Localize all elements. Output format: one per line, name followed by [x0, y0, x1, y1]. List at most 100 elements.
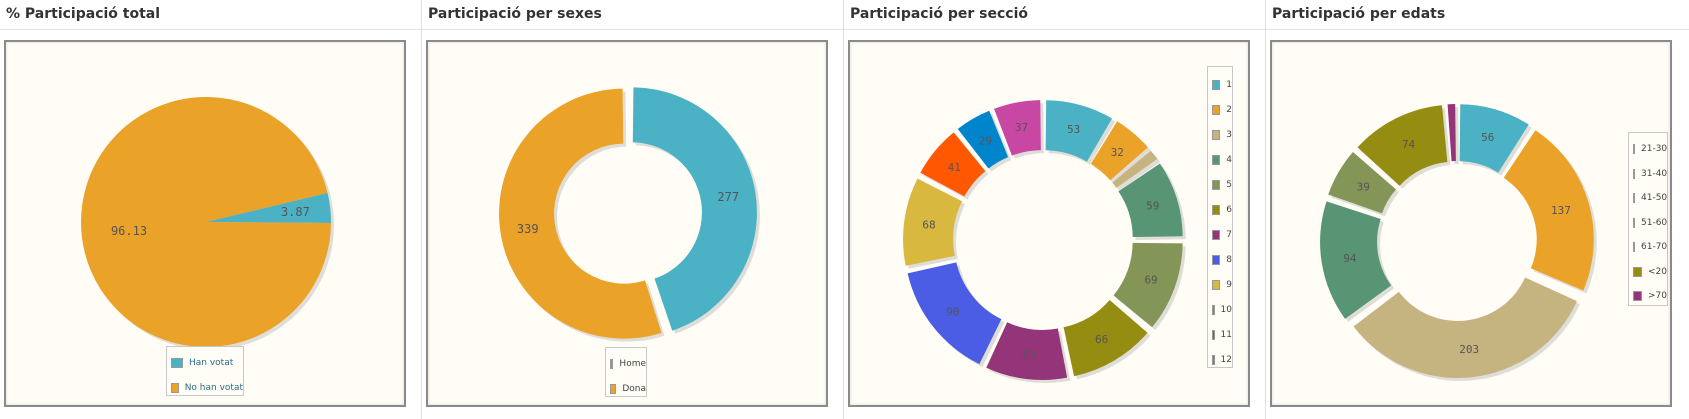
legend-label: 61-70 [1641, 242, 1668, 253]
slice-5[interactable] [1113, 242, 1183, 328]
legend-swatch [1212, 179, 1221, 190]
data-label: 277 [717, 190, 739, 204]
legend-swatch [1212, 104, 1221, 115]
legend-swatch [1212, 129, 1221, 140]
data-label: 63 [1022, 348, 1035, 361]
data-label: 94 [1343, 252, 1357, 265]
slice-dona[interactable] [499, 88, 662, 339]
data-label: 69 [1144, 273, 1157, 286]
legend-swatch [171, 357, 183, 368]
legend-item: 2 [1208, 97, 1232, 122]
legend-swatch [1633, 266, 1642, 277]
legend-label: 12 [1220, 354, 1232, 365]
legend-item: 61-70 [1629, 235, 1667, 260]
legend-item: 51-60 [1629, 211, 1667, 236]
legend-label: 5 [1226, 179, 1232, 190]
legend-item: 6 [1208, 197, 1232, 222]
slice-1[interactable] [1045, 100, 1113, 162]
legend-label: 21-30 [1641, 144, 1668, 155]
slice-21-30[interactable] [1459, 104, 1529, 173]
data-label: 29 [979, 134, 992, 147]
legend-label: 41-50 [1641, 193, 1668, 204]
legend-item: 4 [1208, 147, 1232, 172]
legend-swatch [610, 383, 617, 394]
legend-label: <20 [1648, 266, 1667, 277]
slice-labels: 277 339 [517, 190, 739, 236]
slice-11[interactable] [957, 110, 1009, 169]
legend-label: 3 [1226, 129, 1232, 140]
legend-swatch [1633, 291, 1642, 302]
legend-item: Han votat [167, 350, 243, 375]
slice-home[interactable] [632, 87, 757, 331]
legend-swatch [610, 358, 614, 369]
legend-swatch [1212, 154, 1221, 165]
legend-label: Dona [622, 383, 646, 394]
chart-box-edats: 56 137 203 94 39 74 21-30 31-40 41-50 51-60 61-70… [1270, 40, 1672, 407]
legend-item: 5 [1208, 172, 1232, 197]
legend-item: 3 [1208, 122, 1232, 147]
slice-9[interactable] [903, 178, 963, 266]
slice-51-60[interactable] [1320, 201, 1392, 319]
legend-label: 11 [1220, 329, 1232, 340]
panel-edats: Participació per edats 56 137 203 94 39 74 21… [1266, 0, 1689, 419]
data-label: 96.13 [111, 224, 147, 238]
slices [903, 100, 1183, 380]
legend-item: 10 [1208, 297, 1232, 322]
legend-item: 41-50 [1629, 186, 1667, 211]
slice-10[interactable] [920, 132, 986, 197]
legend-label: Home [619, 358, 646, 369]
panel-title: Participació per edats [1272, 6, 1446, 22]
legend-sexes: Home Dona [605, 347, 647, 397]
slice-4[interactable] [1118, 163, 1183, 237]
slice-no-han-votat[interactable] [81, 97, 331, 348]
legend-item: 21-30 [1629, 137, 1667, 162]
title-divider [844, 29, 1265, 30]
panel-title: Participació per secció [850, 6, 1029, 22]
legend-label: 4 [1226, 154, 1232, 165]
chart-box-seccio: 53 32 59 69 66 63 90 68 41 29 37 1 2 3 4 5 6 7 8 9 10 11 12 [848, 40, 1250, 407]
legend-label: 2 [1226, 104, 1232, 115]
data-label: 137 [1551, 204, 1571, 217]
slice--70[interactable] [1447, 104, 1456, 162]
chart-box-sexes: 277 339 Home Dona [426, 40, 828, 407]
slice-41-50[interactable] [1353, 277, 1577, 378]
legend-item: 11 [1208, 322, 1232, 347]
slice-31-40[interactable] [1503, 130, 1594, 291]
legend-label: 7 [1226, 229, 1232, 240]
legend-edats: 21-30 31-40 41-50 51-60 61-70 <20 >70 [1628, 132, 1668, 306]
legend-swatch [1212, 304, 1215, 315]
legend-label: 6 [1226, 204, 1232, 215]
legend-swatch [1212, 204, 1221, 215]
data-label: 203 [1459, 343, 1479, 356]
legend-swatch [1212, 329, 1215, 340]
slice-3[interactable] [1112, 150, 1158, 188]
legend-label: 8 [1226, 254, 1232, 265]
legend-seccio: 1 2 3 4 5 6 7 8 9 10 11 12 [1207, 66, 1233, 368]
slice-7[interactable] [986, 322, 1068, 380]
title-divider [0, 29, 421, 30]
data-label: 3.87 [281, 205, 310, 219]
slice-8[interactable] [907, 262, 1002, 365]
panel-title: Participació per sexes [428, 6, 602, 22]
slice--20[interactable] [1357, 105, 1448, 186]
slice-12[interactable] [994, 100, 1041, 156]
legend-swatch [1212, 354, 1215, 365]
legend-label: >70 [1648, 291, 1667, 302]
legend-item: 1 [1208, 72, 1232, 97]
title-divider [1266, 29, 1689, 30]
legend-swatch [1633, 168, 1635, 179]
slice-2[interactable] [1090, 121, 1148, 181]
legend-label: 1 [1226, 79, 1232, 90]
slice-61-70[interactable] [1328, 152, 1396, 214]
data-label: 90 [946, 305, 959, 318]
legend-item: 7 [1208, 222, 1232, 247]
slice-labels: 53 32 59 69 66 63 90 68 41 29 37 [922, 121, 1159, 361]
legend-item: Dona [606, 376, 646, 401]
slices [499, 87, 757, 339]
chart-sexes-svg: 277 339 [499, 87, 760, 342]
slice-6[interactable] [1063, 300, 1148, 377]
slice-han-votat[interactable] [206, 192, 331, 223]
legend-item: 31-40 [1629, 162, 1667, 187]
legend-item: No han votat [167, 375, 243, 400]
legend-item: 12 [1208, 347, 1232, 372]
